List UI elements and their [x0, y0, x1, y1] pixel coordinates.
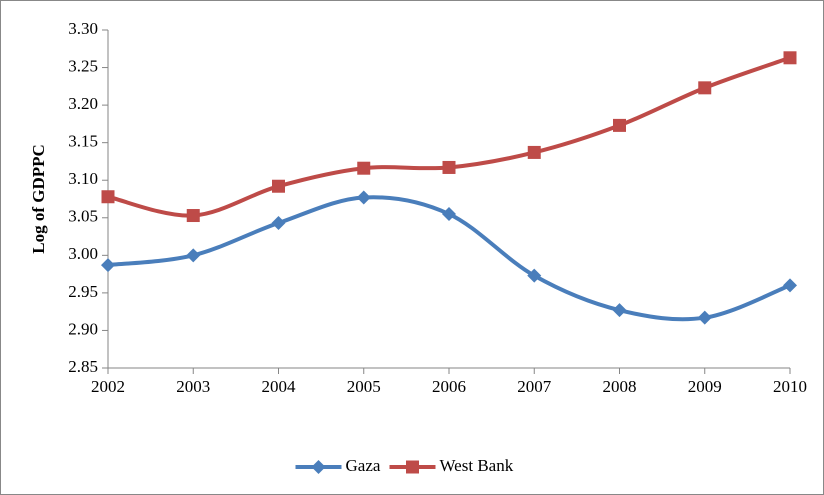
point — [527, 268, 542, 283]
y-tick-label: 3.20 — [68, 94, 98, 113]
x-tick-label: 2009 — [688, 377, 722, 396]
legend-marker — [311, 460, 326, 474]
point — [612, 303, 627, 318]
point — [357, 161, 371, 175]
point — [356, 190, 371, 205]
point — [613, 118, 626, 132]
point — [442, 207, 456, 222]
point — [442, 160, 456, 174]
x-tick-label: 2010 — [773, 377, 807, 396]
point — [101, 190, 115, 204]
point — [698, 81, 712, 95]
legend-marker — [406, 460, 419, 474]
legend-label: Gaza — [346, 456, 381, 475]
point — [186, 209, 200, 223]
x-tick-label: 2003 — [176, 377, 210, 396]
point — [783, 51, 797, 65]
y-tick-label: 3.15 — [68, 132, 98, 151]
point — [527, 145, 541, 159]
y-axis-label: Log of GDPPC — [29, 144, 48, 254]
point — [783, 278, 797, 293]
y-tick-label: 2.90 — [68, 319, 98, 338]
point — [271, 216, 286, 231]
x-tick-label: 2007 — [517, 377, 552, 396]
x-tick-label: 2006 — [432, 377, 466, 396]
point — [186, 248, 201, 263]
y-tick-label: 3.00 — [68, 244, 98, 263]
x-tick-label: 2002 — [91, 377, 125, 396]
y-tick-label: 3.05 — [68, 207, 98, 226]
y-tick-label: 2.95 — [68, 282, 98, 301]
point — [697, 310, 712, 325]
y-tick-label: 3.25 — [68, 56, 98, 75]
y-tick-label: 2.85 — [68, 357, 98, 376]
point — [272, 179, 285, 193]
x-tick-label: 2004 — [262, 377, 297, 396]
point — [101, 258, 115, 273]
y-tick-label: 3.10 — [68, 169, 98, 188]
legend-label: West Bank — [440, 456, 514, 475]
x-tick-label: 2005 — [347, 377, 381, 396]
x-tick-label: 2008 — [603, 377, 637, 396]
y-tick-label: 3.30 — [68, 19, 98, 38]
